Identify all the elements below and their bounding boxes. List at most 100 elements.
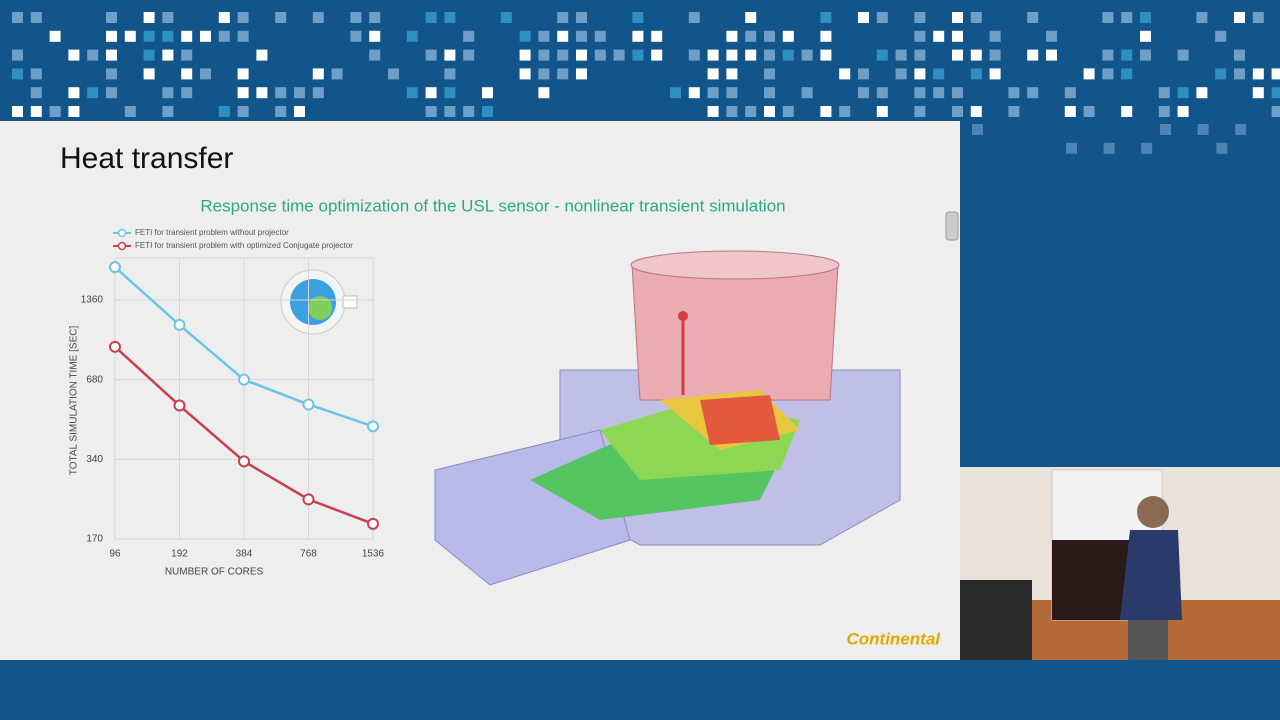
banner-square — [632, 49, 644, 61]
scroll-handle[interactable] — [945, 211, 959, 241]
banner-square — [444, 49, 456, 61]
banner-square — [143, 30, 155, 42]
banner-square — [632, 12, 644, 23]
y-tick-label: 170 — [86, 534, 103, 545]
banner-square — [970, 68, 982, 80]
banner-square — [425, 49, 437, 61]
banner-square — [914, 68, 926, 80]
banner-square — [970, 49, 982, 61]
banner-square — [162, 87, 174, 99]
legend-swatch — [117, 228, 127, 238]
banner-square — [933, 68, 945, 80]
banner-square — [876, 106, 888, 117]
banner-square — [1196, 12, 1208, 23]
banner-square — [989, 30, 1001, 42]
banner-square — [444, 87, 456, 99]
banner-square — [1008, 87, 1020, 99]
banner-square — [444, 68, 456, 80]
banner-square — [688, 49, 700, 61]
banner-square — [124, 106, 136, 117]
banner-square — [256, 87, 268, 99]
point-marker — [238, 373, 250, 386]
banner-square — [350, 12, 362, 23]
banner-square — [1141, 142, 1153, 154]
banner-square — [820, 12, 832, 23]
banner-square — [237, 68, 249, 80]
banner-square — [1140, 12, 1151, 23]
banner-square — [350, 30, 362, 42]
banner-square — [1140, 49, 1151, 61]
banner-square — [952, 12, 963, 23]
banner-square — [820, 49, 832, 61]
banner-square — [1027, 87, 1039, 99]
banner-square — [106, 68, 117, 80]
banner-square — [764, 68, 775, 80]
banner-square — [820, 106, 832, 117]
banner-square — [68, 49, 80, 61]
banner-square — [275, 106, 287, 117]
banner-square — [1177, 87, 1189, 99]
banner-square — [1064, 87, 1076, 99]
banner-square — [933, 30, 945, 42]
point-marker — [173, 399, 186, 412]
banner-square — [538, 49, 550, 61]
banner-square — [519, 30, 531, 42]
banner-square — [726, 49, 738, 61]
banner-square — [764, 106, 775, 117]
banner-square — [369, 12, 381, 23]
banner-square — [801, 87, 813, 99]
banner-square — [1046, 30, 1057, 42]
banner-square — [688, 12, 700, 23]
banner-square — [30, 12, 42, 23]
banner-square — [576, 12, 587, 23]
banner-square — [858, 12, 869, 23]
banner-square — [162, 106, 174, 117]
banner-square — [726, 68, 738, 80]
banner-square — [1252, 12, 1264, 23]
banner-square — [557, 49, 569, 61]
banner-square — [726, 106, 738, 117]
point-marker — [238, 455, 250, 468]
banner-square — [820, 30, 832, 42]
x-axis-label: NUMBER OF CORES — [165, 567, 264, 578]
banner-square — [143, 68, 155, 80]
banner-square — [1046, 49, 1057, 61]
banner-square — [876, 12, 888, 23]
banner-square — [275, 87, 287, 99]
banner-square — [895, 49, 907, 61]
banner-square — [218, 106, 230, 117]
banner-square — [425, 12, 437, 23]
point-marker — [302, 398, 315, 411]
inset-frame — [342, 295, 358, 309]
x-tick-label: 1536 — [362, 549, 385, 560]
banner-square — [463, 106, 475, 117]
banner-square — [1158, 87, 1170, 99]
banner-square — [162, 49, 174, 61]
point-marker — [302, 493, 315, 506]
banner-square — [839, 68, 851, 80]
banner-square — [576, 68, 587, 80]
banner-square — [30, 106, 42, 117]
banner-square — [764, 49, 775, 61]
banner-square — [632, 30, 644, 42]
banner-square — [49, 30, 61, 42]
banner-square — [1234, 12, 1245, 23]
banner-square — [1216, 142, 1228, 154]
banner-square — [1102, 68, 1114, 80]
banner-square — [745, 106, 757, 117]
banner-square — [726, 87, 738, 99]
banner-square — [256, 49, 268, 61]
banner-square — [707, 87, 719, 99]
chart: 170 340 680 1360 96 192 384 768 1536 NUMBER OF CO… — [69, 228, 385, 578]
banner-square — [200, 68, 211, 80]
banner-square — [594, 30, 606, 42]
banner-square — [87, 49, 99, 61]
banner-square — [519, 49, 531, 61]
banner-square — [576, 30, 587, 42]
banner-square — [576, 49, 587, 61]
x-tick-label: 768 — [300, 549, 317, 560]
banner-square — [1121, 68, 1133, 80]
x-tick-label: 192 — [171, 549, 188, 560]
legend-label: FETI for transient problem without proje… — [135, 228, 289, 237]
slide-title: Heat transfer — [60, 142, 233, 175]
